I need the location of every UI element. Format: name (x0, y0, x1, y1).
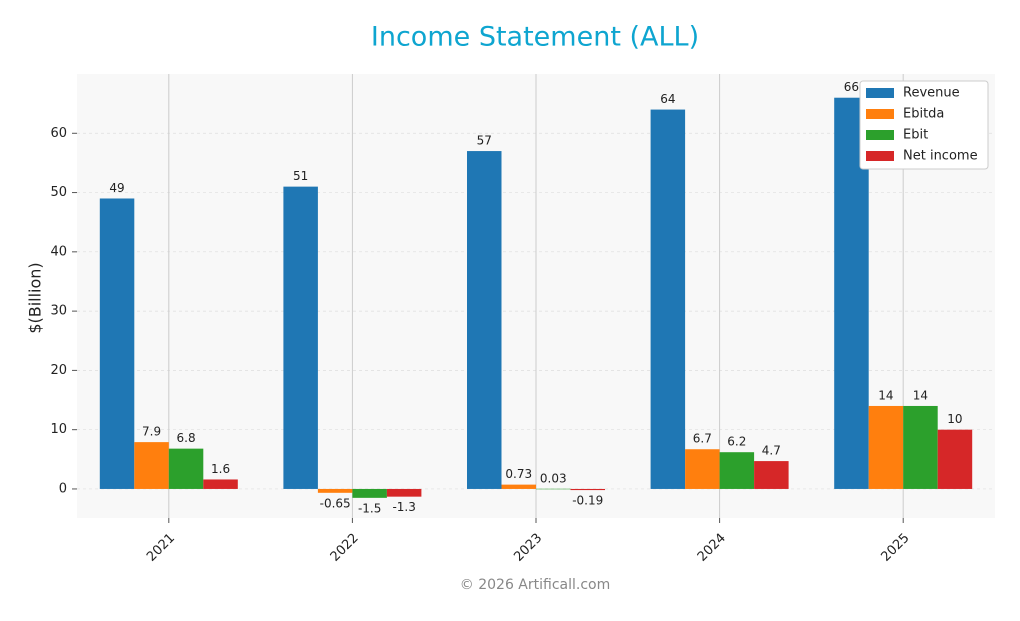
y-tick-label: 10 (50, 422, 67, 437)
legend-label: Revenue (903, 86, 960, 101)
bar (570, 488, 605, 491)
value-label: 51 (293, 169, 308, 183)
y-tick-label: 20 (50, 363, 67, 378)
value-label: -0.19 (572, 494, 603, 508)
bar (754, 461, 789, 489)
value-label: 64 (660, 92, 675, 106)
bar (719, 452, 755, 489)
value-label: 6.8 (177, 431, 196, 445)
x-tick-label: 2025 (878, 531, 912, 565)
bar (317, 488, 353, 493)
chart-title: Income Statement (ALL) (371, 22, 699, 53)
value-label: 0.03 (540, 471, 567, 485)
bar (283, 186, 318, 489)
value-label: 14 (913, 388, 928, 402)
legend: Revenue Ebitda Ebit Net income (859, 80, 989, 170)
bar (501, 484, 536, 489)
y-tick-label: 30 (50, 304, 67, 319)
bar (99, 198, 135, 489)
y-tick-label: 40 (50, 244, 67, 259)
footer: © 2026 Artificall.com (460, 577, 610, 593)
bar (903, 405, 938, 489)
value-label: -1.5 (358, 501, 381, 515)
x-tick-label: 2023 (511, 531, 545, 565)
value-label: 1.6 (211, 462, 230, 476)
legend-label: Net income (903, 149, 978, 164)
value-label: 6.2 (727, 435, 746, 449)
legend-label: Ebitda (903, 107, 944, 122)
value-label: 0.73 (505, 467, 532, 481)
y-tick-label: 0 (59, 481, 67, 496)
legend-swatch (866, 109, 894, 119)
value-label: -0.65 (320, 496, 351, 510)
legend-swatch (866, 88, 894, 98)
value-label: 7.9 (142, 425, 161, 439)
x-tick-label: 2024 (695, 531, 729, 565)
bar (352, 488, 387, 498)
x-tick-label: 2021 (144, 531, 178, 565)
legend-swatch (866, 130, 894, 140)
value-label: 49 (109, 181, 124, 195)
value-label: 66 (844, 80, 859, 94)
value-label: 6.7 (693, 432, 712, 446)
value-label: 14 (878, 388, 893, 402)
bar (386, 488, 422, 497)
value-label: -1.3 (392, 500, 415, 514)
bar (937, 429, 973, 489)
bar (650, 109, 686, 489)
legend-swatch (866, 151, 894, 161)
y-tick-label: 50 (50, 185, 67, 200)
bar (868, 405, 904, 489)
legend-box (859, 80, 989, 170)
bar (467, 151, 502, 489)
bar (203, 479, 238, 489)
value-label: 4.7 (762, 444, 781, 458)
legend-label: Ebit (903, 128, 928, 143)
y-axis-label: $(Billion) (26, 262, 45, 333)
value-label: 57 (477, 134, 492, 148)
bar (536, 488, 571, 490)
y-tick-label: 60 (50, 126, 67, 141)
bar (168, 448, 204, 489)
bar (685, 449, 720, 489)
x-tick-label: 2022 (328, 531, 362, 565)
value-label: 10 (947, 412, 962, 426)
bar (134, 442, 169, 489)
